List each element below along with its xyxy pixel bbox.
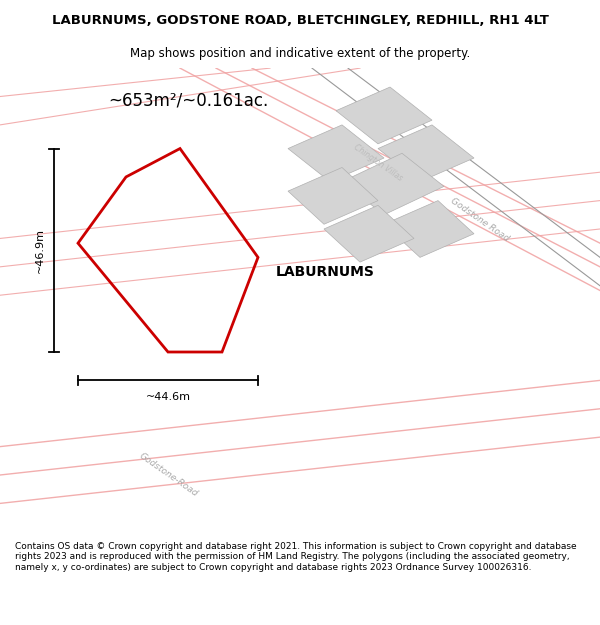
Polygon shape [378,125,474,182]
Polygon shape [336,87,432,144]
Text: ~46.9m: ~46.9m [35,228,45,272]
Polygon shape [288,125,384,182]
Polygon shape [384,201,474,258]
Text: LABURNUMS: LABURNUMS [276,264,375,279]
Text: ~653m²/~0.161ac.: ~653m²/~0.161ac. [108,92,268,110]
Text: Map shows position and indicative extent of the property.: Map shows position and indicative extent… [130,48,470,60]
Text: ~44.6m: ~44.6m [146,392,191,402]
Text: Godstone Road: Godstone Road [449,196,511,243]
Text: Chington Villas: Chington Villas [352,142,404,183]
Polygon shape [342,153,444,215]
Text: Godstone-Road: Godstone-Road [137,451,199,499]
Text: LABURNUMS, GODSTONE ROAD, BLETCHINGLEY, REDHILL, RH1 4LT: LABURNUMS, GODSTONE ROAD, BLETCHINGLEY, … [52,14,548,26]
Polygon shape [324,206,414,262]
Polygon shape [288,168,378,224]
Text: Contains OS data © Crown copyright and database right 2021. This information is : Contains OS data © Crown copyright and d… [15,542,577,572]
